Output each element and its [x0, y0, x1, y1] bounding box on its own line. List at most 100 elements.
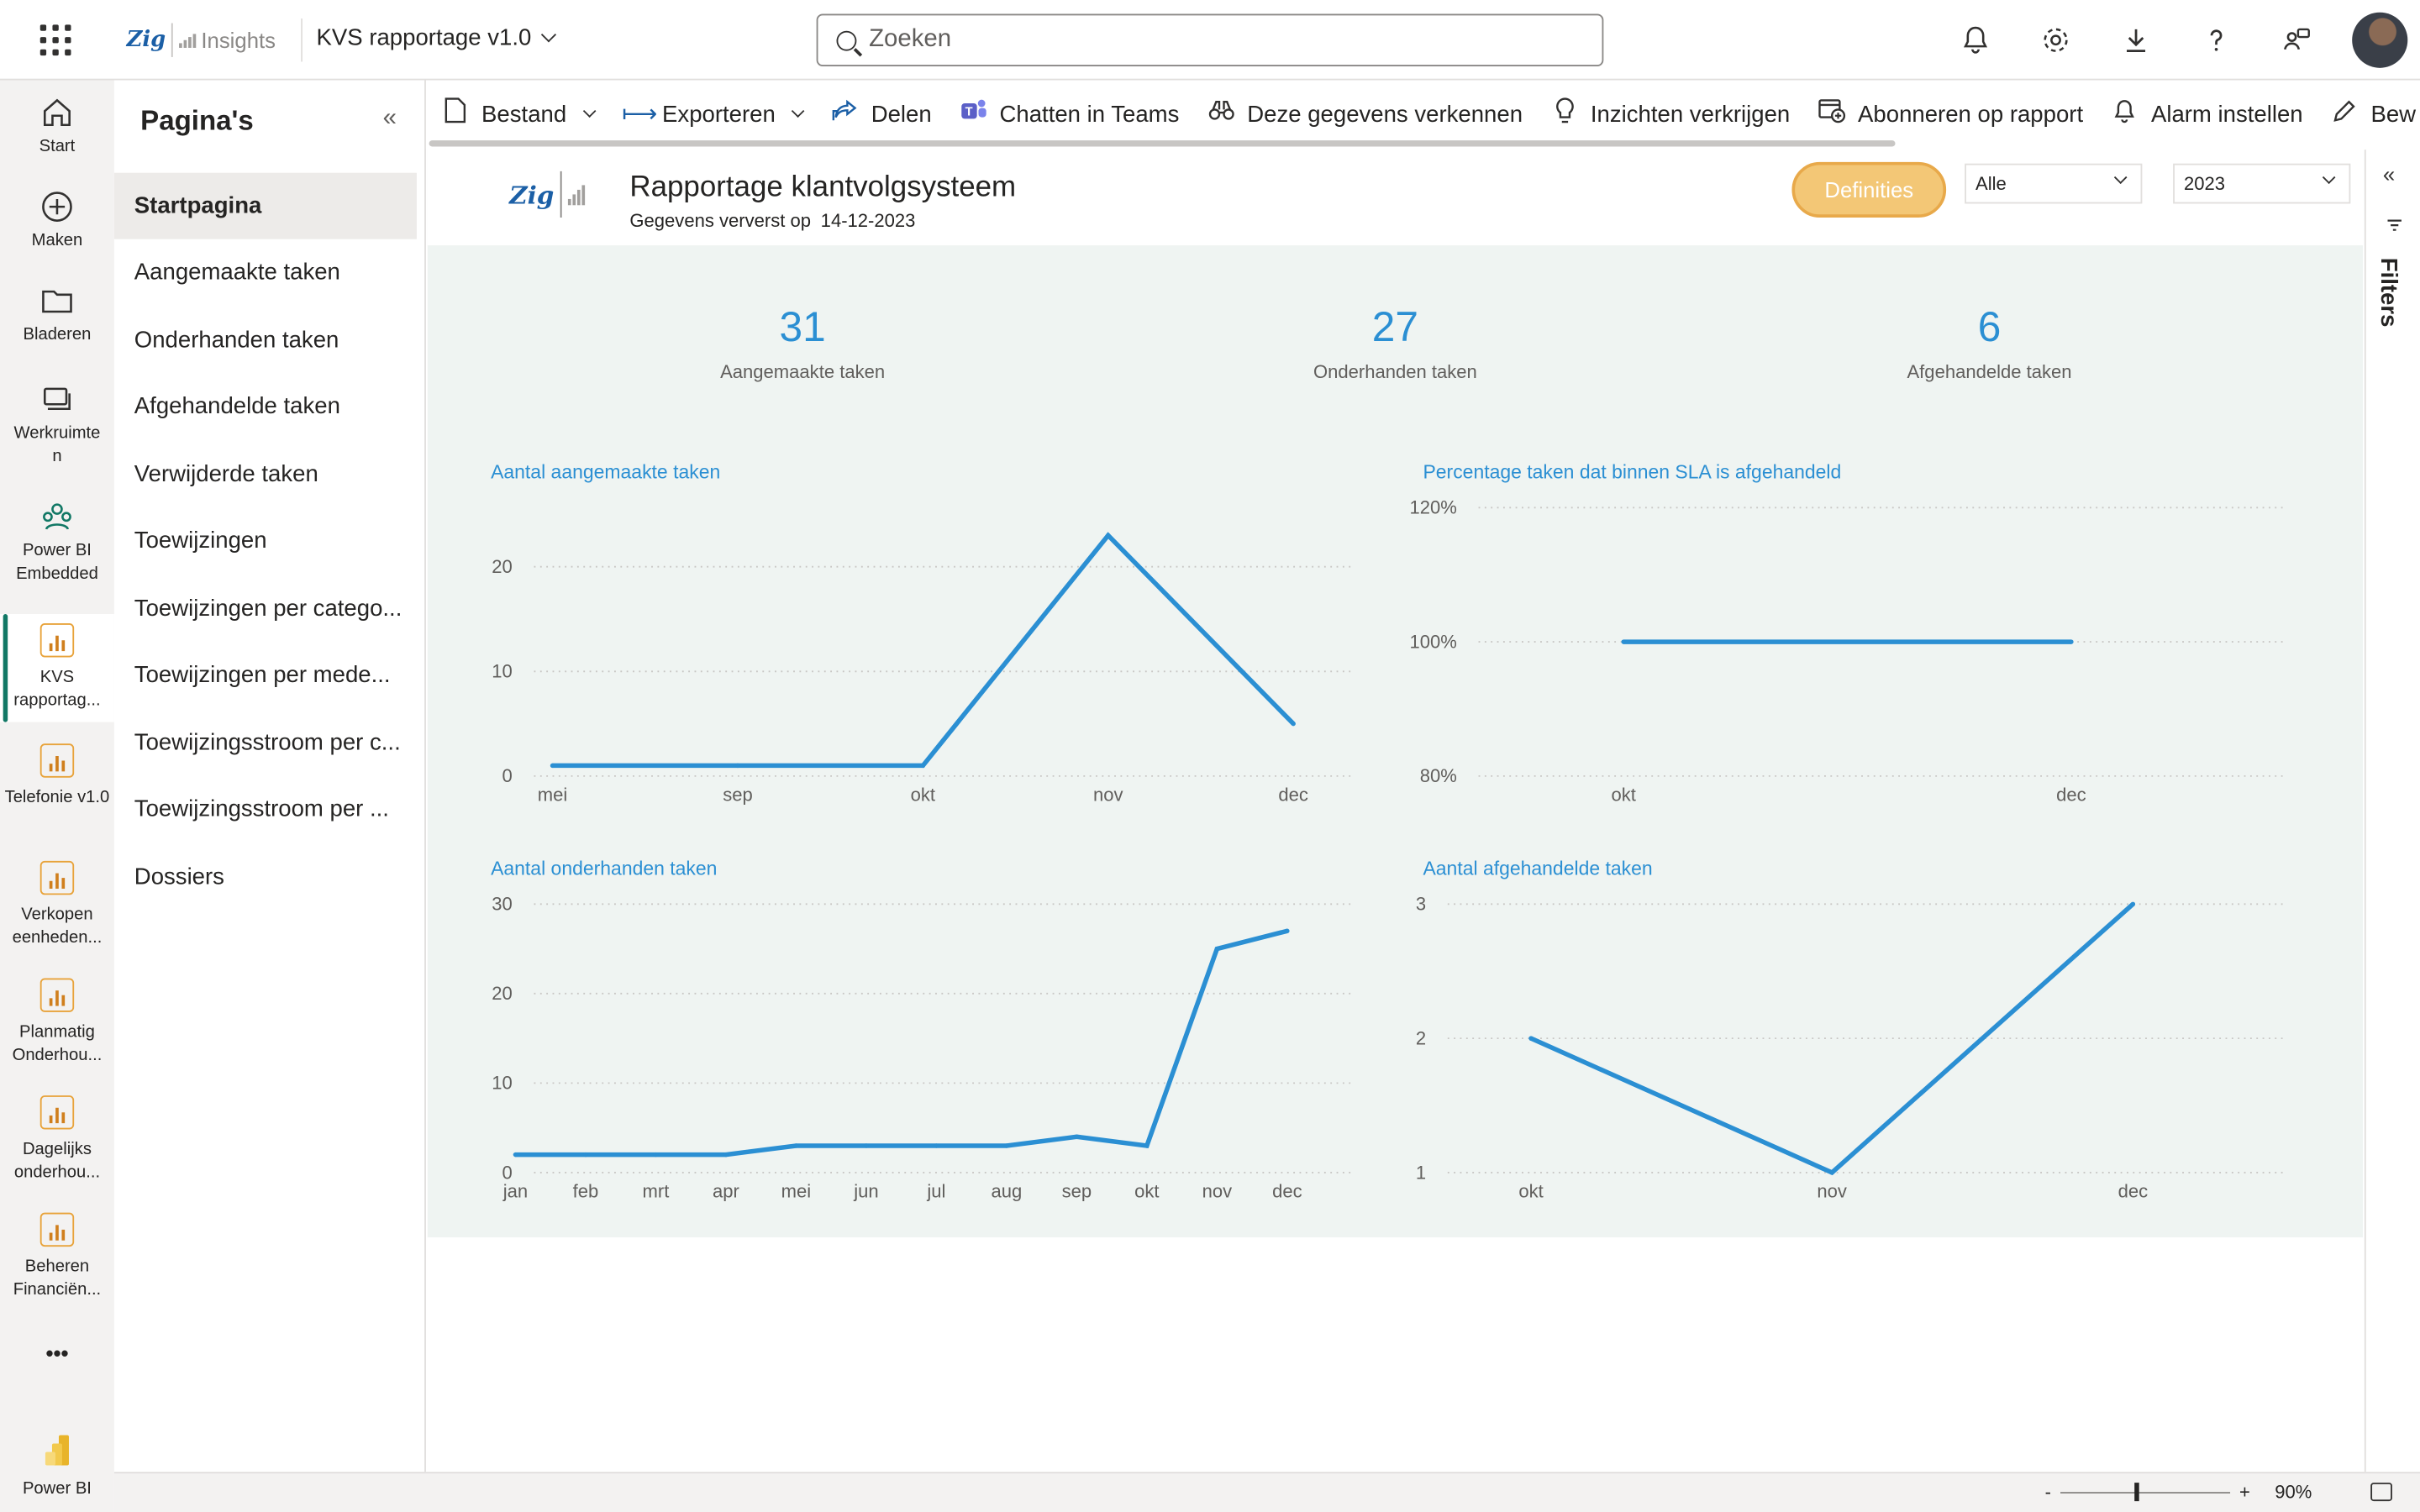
more-icon[interactable]: •••: [45, 1341, 69, 1366]
zoom-in-button[interactable]: +: [2239, 1481, 2250, 1503]
feedback-people-icon[interactable]: [2256, 0, 2337, 81]
toolbar-scrollbar[interactable]: [429, 140, 1896, 147]
data-point[interactable]: [1004, 1143, 1009, 1148]
subscribe-icon: [1818, 97, 1845, 131]
data-point[interactable]: [583, 1152, 588, 1158]
page-item-onderhanden-taken[interactable]: Onderhanden taken: [134, 327, 339, 354]
exporteren-menu[interactable]: ⟼ Exporteren: [622, 99, 806, 130]
data-point[interactable]: [1214, 946, 1220, 952]
chatten-in-teams-button[interactable]: T Chatten in Teams: [960, 97, 1179, 131]
nav-powerbi-embedded[interactable]: Power BI Embedded: [0, 500, 114, 586]
page-item-afgehandelde-taken[interactable]: Afgehandelde taken: [134, 393, 340, 420]
report-icon: [39, 860, 75, 895]
chart-aangemaakte-taken[interactable]: Aantal aangemaakte taken 0 10 20 mei sep okt n…: [491, 461, 1370, 816]
workspaces-icon: [43, 387, 71, 411]
data-point[interactable]: [793, 1143, 799, 1148]
app-launcher-icon[interactable]: [37, 22, 74, 59]
inzichten-verkrijgen-button[interactable]: Inzichten verkrijgen: [1550, 97, 1790, 132]
nav-powerbi[interactable]: Power BI: [0, 1429, 114, 1501]
data-point[interactable]: [1074, 1134, 1080, 1140]
data-point[interactable]: [1106, 533, 1111, 538]
user-avatar[interactable]: [2352, 12, 2408, 68]
nav-planmatig-label: Planmatig Onderhou...: [12, 1022, 103, 1065]
page-item-dossiers[interactable]: Dossiers: [134, 864, 224, 890]
bewerken-button[interactable]: Bew: [2331, 98, 2416, 131]
search-box[interactable]: [816, 13, 1604, 66]
series-line[interactable]: [552, 532, 1296, 769]
nav-werkruimten[interactable]: Werkruimte n: [0, 383, 114, 470]
chevron-down-icon: [2113, 171, 2128, 185]
alarm-instellen-button[interactable]: Alarm instellen: [2111, 98, 2303, 131]
filters-pane[interactable]: « Filters: [2364, 150, 2420, 1473]
page-item-toewijzingen[interactable]: Toewijzingen: [134, 528, 267, 554]
nav-verkopen[interactable]: Verkopen eenheden...: [0, 860, 114, 951]
series-line[interactable]: [515, 928, 1288, 1158]
data-point[interactable]: [1829, 1170, 1834, 1175]
chart-title: Aantal aangemaakte taken: [491, 461, 721, 483]
data-point[interactable]: [1144, 1143, 1150, 1148]
data-point[interactable]: [1528, 1036, 1534, 1041]
bestand-menu[interactable]: Bestand: [441, 97, 597, 131]
data-point[interactable]: [920, 763, 926, 769]
nav-start[interactable]: Start: [0, 96, 114, 159]
gegevens-verkennen-button[interactable]: Deze gegevens verkennen: [1207, 99, 1523, 129]
delen-button[interactable]: Delen: [831, 99, 932, 130]
help-icon[interactable]: [2176, 0, 2257, 81]
x-tick-label: dec: [1272, 1180, 1302, 1201]
nav-planmatig[interactable]: Planmatig Onderhou...: [0, 978, 114, 1068]
page-item-toewijzingsstroom-per[interactable]: Toewijzingsstroom per ...: [134, 795, 389, 822]
page-item-toewijzingen-per-categorie[interactable]: Toewijzingen per catego...: [134, 595, 402, 622]
slicer-dropdown-year[interactable]: 2023: [2173, 163, 2351, 204]
search-input[interactable]: [869, 26, 1549, 55]
inzichten-label: Inzichten verkrijgen: [1590, 101, 1791, 128]
download-icon[interactable]: [2096, 0, 2176, 81]
nav-maken[interactable]: Maken: [0, 190, 114, 253]
nav-kvs-rapportage[interactable]: KVS rapportag...: [0, 614, 114, 722]
data-point[interactable]: [723, 1152, 729, 1158]
collapse-double-chevron-icon[interactable]: «: [382, 104, 397, 132]
chart-afgehandelde-taken[interactable]: Aantal afgehandelde taken 1 2 3 okt nov dec: [1416, 858, 2302, 1212]
nav-bladeren[interactable]: Bladeren: [0, 284, 114, 347]
data-point[interactable]: [513, 1152, 518, 1158]
kpi-label: Afgehandelde taken: [1907, 360, 2072, 383]
y-tick-label: 30: [492, 894, 513, 915]
slicer-dropdown-alle[interactable]: Alle: [1965, 163, 2143, 204]
data-point[interactable]: [653, 1152, 659, 1158]
data-point[interactable]: [864, 1143, 869, 1148]
notifications-bell-icon[interactable]: [1935, 0, 2016, 81]
page-item-aangemaakte-taken[interactable]: Aangemaakte taken: [134, 259, 340, 286]
x-tick-label: nov: [1817, 1180, 1847, 1201]
data-point[interactable]: [550, 763, 555, 769]
x-tick-label: okt: [1612, 784, 1636, 805]
page-item-startpagina[interactable]: Startpagina: [113, 172, 417, 239]
chart-onderhanden-taken[interactable]: Aantal onderhanden taken 0 10 20 30 jan feb mr…: [491, 858, 1370, 1212]
data-point[interactable]: [934, 1143, 939, 1148]
settings-gear-icon[interactable]: [2016, 0, 2096, 81]
chart-sla-percentage[interactable]: Percentage taken dat binnen SLA is afgeh…: [1410, 461, 2302, 816]
nav-beheren[interactable]: Beheren Financiën...: [0, 1212, 114, 1303]
abonneren-button[interactable]: Abonneren op rapport: [1818, 97, 2083, 131]
fit-to-page-icon[interactable]: [2370, 1483, 2392, 1502]
x-tick-label: jan: [502, 1180, 528, 1201]
expand-double-chevron-icon[interactable]: «: [2382, 161, 2396, 187]
bell-icon: [2111, 98, 2139, 131]
kpi-aangemaakte-taken: 31 Aangemaakte taken: [648, 304, 956, 383]
page-item-verwijderde-taken[interactable]: Verwijderde taken: [134, 461, 318, 488]
bewerken-label: Bew: [2370, 101, 2417, 128]
nav-telefonie[interactable]: Telefonie v1.0: [0, 743, 114, 810]
data-point[interactable]: [735, 763, 740, 769]
data-point[interactable]: [2130, 901, 2136, 907]
nav-dagelijks[interactable]: Dagelijks onderhou...: [0, 1095, 114, 1185]
report-name-dropdown[interactable]: KVS rapportage v1.0: [317, 24, 557, 51]
data-point[interactable]: [2069, 639, 2074, 644]
data-point[interactable]: [1621, 639, 1626, 644]
page-item-toewijzingen-per-medewerker[interactable]: Toewijzingen per mede...: [134, 661, 391, 689]
brand-logo[interactable]: Zig Insights: [127, 22, 276, 59]
zoom-slider[interactable]: [2060, 1482, 2230, 1501]
definities-button[interactable]: Definities: [1791, 161, 1947, 218]
zoom-slider-thumb[interactable]: [2134, 1482, 2139, 1501]
zoom-out-button[interactable]: -: [2044, 1481, 2051, 1503]
page-item-toewijzingsstroom-per-c[interactable]: Toewijzingsstroom per c...: [134, 729, 401, 756]
data-point[interactable]: [1285, 928, 1290, 934]
data-point[interactable]: [1291, 721, 1296, 727]
